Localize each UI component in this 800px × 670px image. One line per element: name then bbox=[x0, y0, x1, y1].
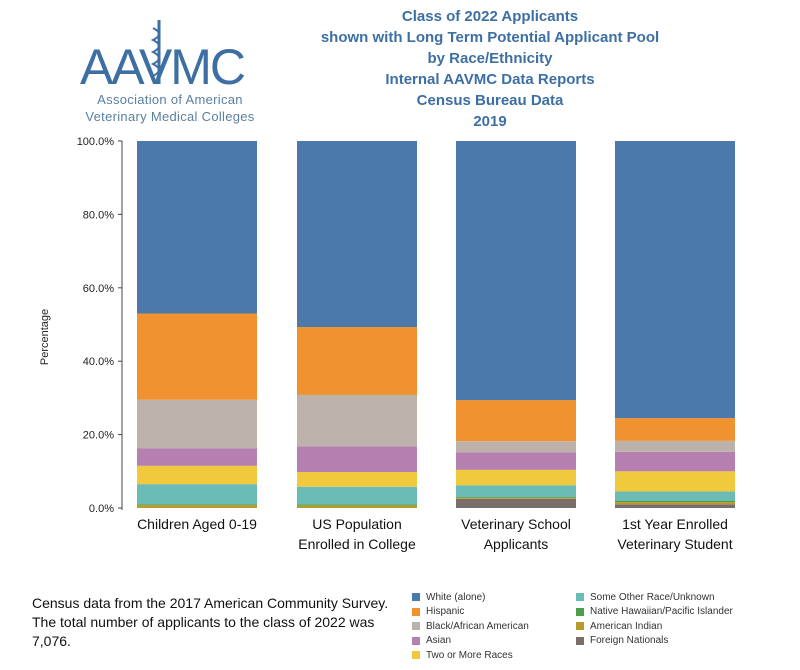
bar-segment-two-or-more-races bbox=[137, 465, 257, 485]
legend-swatch bbox=[412, 636, 420, 645]
bar-segment-native-hawaiian-pacific-islander bbox=[137, 504, 257, 506]
logo-tagline-line1: Association of American bbox=[97, 92, 243, 107]
chart-subtitle-2: by Race/Ethnicity bbox=[427, 50, 553, 67]
bar-segment-native-hawaiian-pacific-islander bbox=[615, 500, 735, 503]
bar-segment-some-other-race-unknown bbox=[615, 491, 735, 501]
legend-left: White (alone) Hispanic Black/African Ameri… bbox=[412, 590, 529, 663]
legend-label: Hispanic bbox=[426, 606, 465, 618]
bar-segment-white-alone- bbox=[137, 141, 257, 314]
census-note: Census data from the 2017 American Commu… bbox=[32, 595, 389, 649]
chart-subtitle-3: Internal AAVMC Data Reports bbox=[385, 71, 595, 88]
bar-segment-two-or-more-races bbox=[297, 472, 417, 487]
legend-item: Hispanic bbox=[412, 605, 529, 620]
bar-segment-asian bbox=[297, 446, 417, 473]
legend-swatch bbox=[576, 607, 584, 616]
bar-segment-hispanic bbox=[615, 418, 735, 441]
y-tick-label: 40.0% bbox=[83, 356, 114, 368]
y-tick-label: 100.0% bbox=[77, 136, 115, 148]
chart-year: 2019 bbox=[473, 113, 507, 130]
legend-item: Two or More Races bbox=[412, 648, 529, 663]
x-category-label: Applicants bbox=[484, 536, 549, 552]
legend-item: Black/African American bbox=[412, 619, 529, 634]
bar-segment-asian bbox=[456, 452, 576, 470]
bar-segment-black-african-american bbox=[297, 394, 417, 447]
bar-segment-american-indian bbox=[615, 502, 735, 505]
bar-segment-asian bbox=[137, 448, 257, 466]
bar-segment-two-or-more-races bbox=[615, 471, 735, 492]
bar-segment-american-indian bbox=[297, 505, 417, 508]
legend-item: White (alone) bbox=[412, 590, 529, 605]
bar-segment-white-alone- bbox=[297, 141, 417, 328]
bar-segment-some-other-race-unknown bbox=[297, 486, 417, 505]
x-category-label: Children Aged 0-19 bbox=[137, 516, 257, 532]
y-tick-label: 0.0% bbox=[89, 503, 114, 515]
legend-swatch bbox=[412, 651, 420, 660]
legend-label: Foreign Nationals bbox=[590, 635, 669, 647]
legend-label: American Indian bbox=[590, 620, 663, 632]
y-tick-label: 60.0% bbox=[83, 283, 114, 295]
bar-segment-hispanic bbox=[456, 400, 576, 442]
bar-segment-white-alone- bbox=[456, 141, 576, 401]
chart-subtitle-4: Census Bureau Data bbox=[416, 92, 564, 109]
legend-label: Some Other Race/Unknown bbox=[590, 591, 715, 603]
bar-segment-white-alone- bbox=[615, 141, 735, 419]
y-tick-label: 80.0% bbox=[83, 209, 114, 221]
legend-swatch bbox=[576, 622, 584, 631]
bar-segment-black-african-american bbox=[615, 440, 735, 452]
chart-subtitle-1: shown with Long Term Potential Applicant… bbox=[320, 29, 660, 46]
bar-segment-some-other-race-unknown bbox=[137, 484, 257, 505]
bar-segment-foreign-nationals bbox=[456, 498, 576, 508]
legend-item: Asian bbox=[412, 634, 529, 649]
x-category-label: 1st Year Enrolled bbox=[622, 516, 728, 532]
stacked-bar-chart: 0.0% 20.0% 40.0% 60.0% 80.0% 100.0% Children A… bbox=[77, 136, 735, 552]
chart-title-block: Class of 2022 Applicants shown with Long… bbox=[290, 6, 690, 132]
bar-segment-american-indian bbox=[137, 505, 257, 508]
bar-segment-american-indian bbox=[456, 497, 576, 499]
x-category-label: US Population bbox=[312, 516, 402, 532]
bar-segment-native-hawaiian-pacific-islander bbox=[297, 504, 417, 506]
bar-segment-black-african-american bbox=[137, 399, 257, 449]
legend-swatch bbox=[576, 636, 584, 645]
bar-segment-asian bbox=[615, 451, 735, 472]
aavmc-logo-mark: AAVMC bbox=[80, 20, 247, 95]
legend-right: Some Other Race/Unknown Native Hawaiian/P… bbox=[576, 590, 733, 648]
legend-item: Foreign Nationals bbox=[576, 634, 733, 649]
bar-segment-hispanic bbox=[297, 327, 417, 395]
legend-label: Native Hawaiian/Pacific Islander bbox=[590, 606, 733, 618]
x-category-label: Veterinary School bbox=[461, 516, 571, 532]
bar-segment-some-other-race-unknown bbox=[456, 485, 576, 497]
legend-item: Native Hawaiian/Pacific Islander bbox=[576, 605, 733, 620]
legend-item: Some Other Race/Unknown bbox=[576, 590, 733, 605]
legend-label: Black/African American bbox=[426, 620, 529, 632]
logo-tagline-line2: Veterinary Medical Colleges bbox=[85, 109, 255, 124]
chart-title: Class of 2022 Applicants bbox=[401, 8, 579, 25]
legend-item: American Indian bbox=[576, 619, 733, 634]
x-category-label: Veterinary Student bbox=[617, 536, 732, 552]
y-tick-label: 20.0% bbox=[83, 430, 114, 442]
bar-segment-hispanic bbox=[137, 313, 257, 400]
bar-segment-foreign-nationals bbox=[615, 504, 735, 508]
bar-segment-black-african-american bbox=[456, 441, 576, 453]
legend-label: Asian bbox=[426, 635, 452, 647]
legend-swatch bbox=[412, 593, 420, 602]
legend-swatch bbox=[412, 622, 420, 631]
x-category-label: Enrolled in College bbox=[298, 536, 416, 552]
bar-segment-native-hawaiian-pacific-islander bbox=[456, 496, 576, 498]
legend-label: White (alone) bbox=[426, 591, 486, 603]
legend-swatch bbox=[412, 607, 420, 616]
legend-swatch bbox=[576, 593, 584, 602]
legend-label: Two or More Races bbox=[426, 649, 513, 661]
aavmc-logo: AAVMC Association of American Veterinary… bbox=[22, 14, 262, 124]
bar-segment-two-or-more-races bbox=[456, 469, 576, 486]
logo-wordmark: AAVMC bbox=[80, 39, 245, 95]
